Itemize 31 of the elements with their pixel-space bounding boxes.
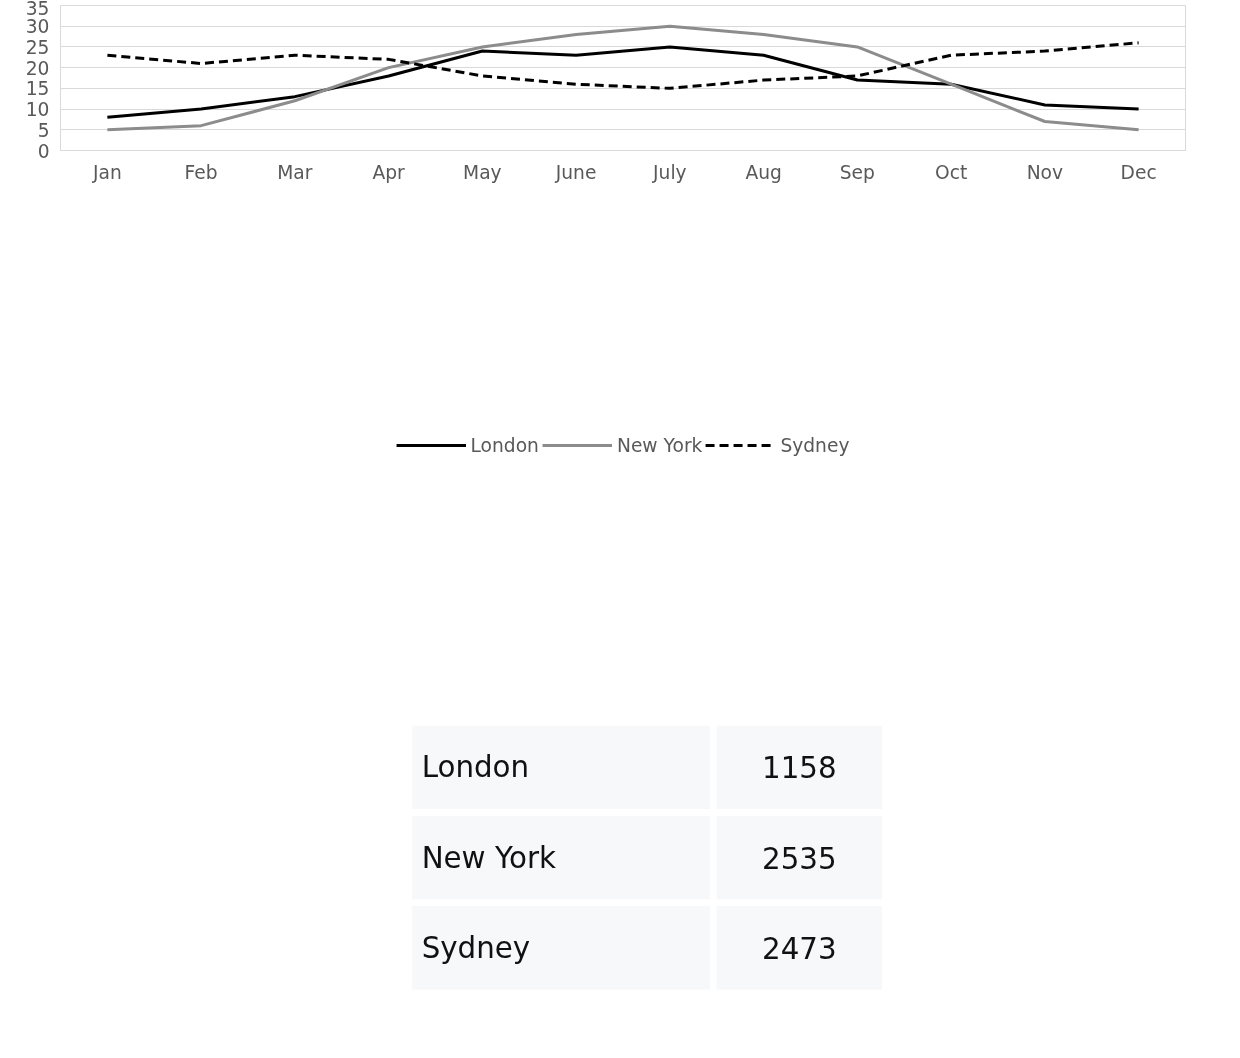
legend-label: London: [470, 434, 539, 456]
y-tick-label: 30: [25, 16, 50, 38]
y-tick-label: 5: [37, 119, 50, 141]
x-tick-label: Nov: [1026, 161, 1064, 183]
line-series: [105, 24, 1141, 132]
y-tick-label: 20: [25, 57, 50, 79]
y-tick-label: 35: [25, 0, 50, 19]
x-tick-label: Sep: [839, 161, 875, 183]
x-tick-label: May: [463, 161, 502, 183]
text: Sydney: [421, 930, 531, 965]
x-tick-label: Aug: [745, 161, 782, 183]
y-tick-label: 10: [25, 99, 50, 121]
x-tick-label: Apr: [372, 161, 406, 183]
x-tick-label: June: [554, 161, 597, 183]
text: New York: [421, 840, 556, 875]
x-tick-label: Oct: [935, 161, 968, 183]
y-tick-label: 15: [25, 78, 50, 100]
x-tick-label: Mar: [277, 161, 313, 183]
text: 1158: [761, 751, 837, 786]
line-series: [105, 45, 1141, 119]
y-tick-label: 25: [25, 36, 50, 58]
x-tick-label: Jan: [92, 161, 122, 183]
x-tick-label: Feb: [184, 161, 218, 183]
text: London: [421, 750, 530, 785]
text: 2535: [761, 841, 837, 876]
legend-label: New York: [616, 434, 703, 456]
x-tick-label: Dec: [1120, 161, 1157, 183]
legend-label: Sydney: [780, 434, 850, 456]
text: 2473: [761, 931, 837, 966]
x-tick-label: July: [652, 161, 687, 183]
y-tick-label: 0: [37, 140, 50, 162]
